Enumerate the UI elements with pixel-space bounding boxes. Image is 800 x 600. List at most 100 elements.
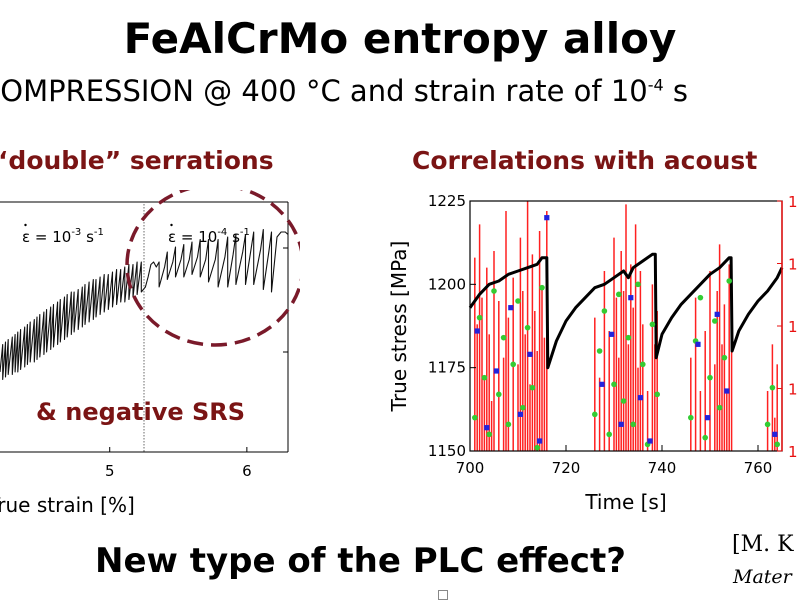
green-point [601, 308, 608, 314]
citation-journal: Mater [733, 566, 792, 588]
right-y-tick-label: 1150 [428, 442, 466, 460]
stress-time-curve [468, 252, 784, 370]
right-x-tick-label: 760 [744, 459, 773, 477]
right-red-tick-label: 1 [788, 193, 798, 211]
blue-point [695, 341, 701, 347]
blue-point [772, 431, 778, 437]
blue-point [609, 331, 615, 337]
right-acoustic-chart: 700 720 740 760 1150 1175 1200 1225 1 1 1 1 1 Time… [387, 192, 798, 514]
green-point [505, 421, 512, 428]
green-point [491, 288, 497, 294]
blue-points [474, 215, 778, 444]
green-point [712, 318, 718, 324]
right-x-ticks: 700 720 740 760 [456, 445, 773, 477]
blue-point [474, 328, 480, 334]
subtitle-main: COMPRESSION @ 400 °C and strain rate of … [0, 74, 648, 108]
blue-point [637, 395, 643, 401]
blue-point [599, 381, 605, 387]
right-panel-heading: Correlations with acoust [412, 146, 758, 175]
right-y-tick-label: 1200 [428, 275, 466, 293]
green-point [649, 321, 656, 328]
conclusion-question: New type of the PLC effect? [95, 541, 626, 581]
green-point [481, 374, 488, 381]
green-point [524, 324, 531, 331]
green-point [635, 281, 641, 288]
green-point [500, 334, 507, 341]
green-point [716, 404, 723, 411]
green-point [688, 414, 694, 421]
green-point [534, 444, 540, 451]
left-x-tick-label: 5 [105, 462, 115, 480]
green-point [764, 421, 771, 428]
right-red-tick-label: 1 [788, 318, 798, 336]
green-point [721, 354, 728, 361]
subtitle-tail: s [663, 74, 689, 108]
green-point [476, 314, 483, 321]
right-x-axis-label: Time [s] [584, 490, 666, 514]
green-point [774, 441, 780, 448]
blue-point [705, 415, 711, 421]
green-point [616, 291, 622, 298]
blue-point [493, 368, 499, 374]
green-point [515, 298, 521, 304]
blue-point [508, 305, 514, 311]
left-panel-heading: “double” serrations [0, 146, 274, 175]
green-point [707, 374, 713, 381]
green-point [486, 431, 492, 438]
citation-text: [M. K [732, 532, 794, 557]
subtitle-exponent: -4 [647, 75, 664, 95]
strain-rate-dot-2 [170, 223, 173, 227]
green-point [496, 391, 502, 398]
right-y-tick-label: 1225 [428, 192, 466, 210]
strain-rate-label-1: ε = 10-3 s-1 [22, 227, 104, 246]
blue-point [714, 311, 720, 317]
right-red-tick-label: 1 [788, 443, 798, 461]
green-point [529, 384, 536, 391]
strain-rate-label-2: ε = 10-4 s-1 [168, 227, 250, 246]
green-point [596, 348, 603, 354]
green-point [726, 278, 732, 284]
green-point [769, 384, 776, 391]
strain-rate-dot-1 [24, 223, 27, 227]
slide-subtitle: COMPRESSION @ 400 °C and strain rate of … [0, 74, 688, 108]
left-x-tick-label: 6 [242, 462, 252, 480]
blue-point [724, 388, 730, 394]
right-x-tick-label: 700 [456, 459, 485, 477]
blue-point [618, 421, 624, 427]
green-point [620, 398, 627, 404]
green-point [539, 284, 545, 291]
right-x-tick-label: 740 [648, 459, 677, 477]
green-point [510, 361, 516, 368]
green-point [611, 381, 617, 388]
right-y-axis-label: True stress [MPa] [387, 241, 411, 413]
footer-marker [438, 590, 448, 600]
blue-point [544, 215, 550, 221]
stress-strain-curve [0, 228, 289, 381]
slide-title: FeAlCrMo entropy alloy [123, 14, 677, 63]
green-point [630, 421, 636, 428]
green-point [625, 334, 632, 341]
right-x-tick-label: 720 [552, 459, 581, 477]
green-point [654, 391, 660, 398]
right-red-tick-label: 1 [788, 381, 798, 399]
green-point [606, 431, 612, 438]
blue-point [647, 438, 653, 444]
blue-point [527, 351, 533, 357]
green-point [702, 434, 708, 441]
blue-point [537, 438, 543, 444]
negative-srs-label: & negative SRS [36, 398, 245, 426]
green-point [697, 294, 704, 301]
green-point [520, 404, 526, 411]
dashed-highlight-circle [125, 190, 300, 347]
right-y-ticks: 1150 1175 1200 1225 [428, 192, 476, 460]
blue-point [484, 425, 490, 431]
right-red-ticks: 1 1 1 1 1 [777, 193, 798, 461]
green-point [640, 361, 646, 368]
blue-point [628, 295, 634, 301]
right-y-tick-label: 1175 [428, 359, 466, 377]
green-point [592, 411, 598, 418]
left-x-axis-label: True strain [%] [0, 493, 135, 517]
blue-point [517, 411, 523, 417]
